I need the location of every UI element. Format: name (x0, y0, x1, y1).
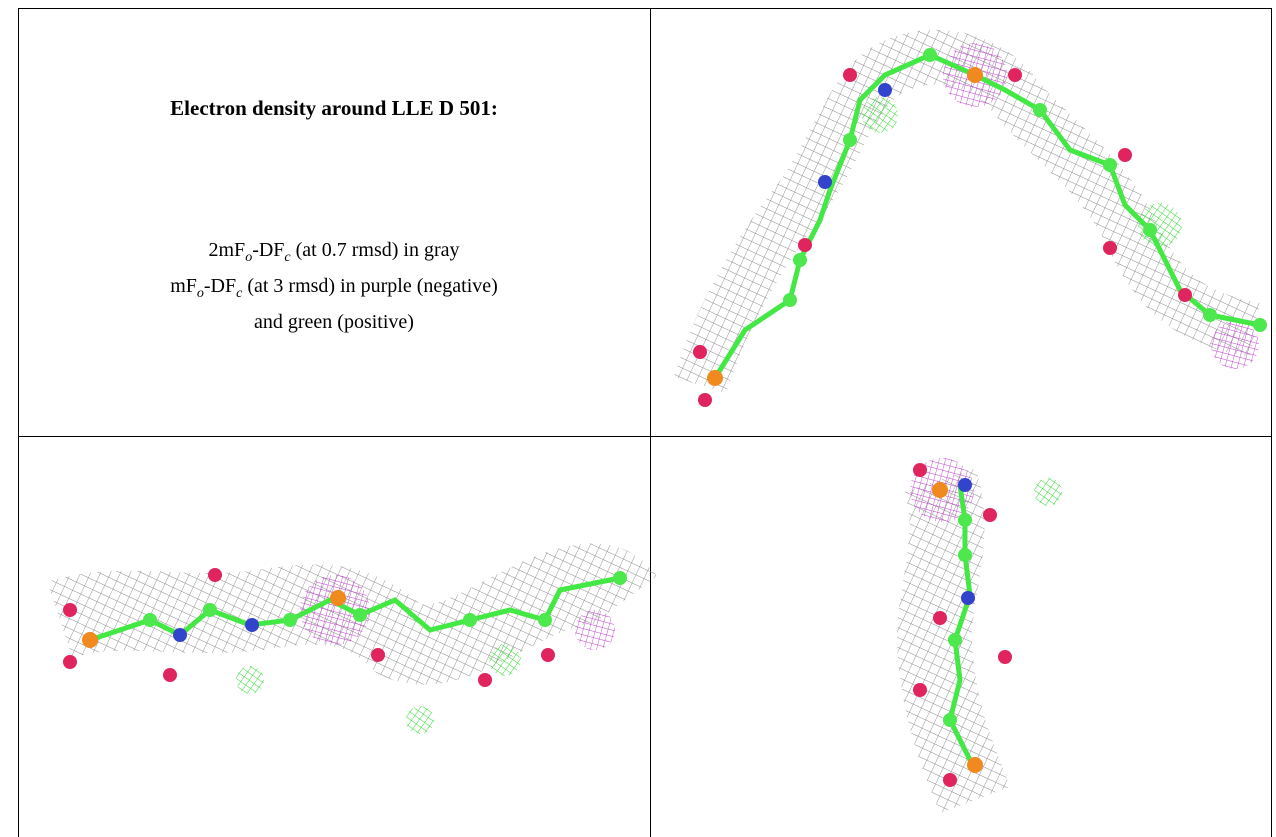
figure-title: Electron density around LLE D 501: (170, 96, 498, 120)
green-mesh (236, 666, 264, 694)
phosphorus-atom (967, 757, 983, 773)
legend-text-part: 2mF (208, 239, 246, 261)
nitrogen-atoms (173, 618, 259, 642)
table-border (18, 8, 1272, 837)
green-mesh (862, 97, 898, 133)
green-mesh (406, 706, 434, 734)
carbon-atoms (143, 571, 627, 627)
legend-text-part: -DF (252, 239, 285, 261)
subscript: c (236, 286, 243, 301)
oxygen-atoms (913, 463, 1012, 787)
carbon-atoms (943, 513, 972, 727)
nitrogen-atoms (958, 478, 975, 605)
legend-line: and green (positive) (18, 308, 650, 336)
legend-text-part: mF (170, 275, 197, 297)
phosphorus-atom (967, 67, 983, 83)
table-grid (18, 8, 1272, 837)
phosphorus-atom (330, 590, 346, 606)
legend-cell: Electron density around LLE D 501: 2mFo-… (18, 8, 650, 436)
legend-line: mFo-DFc (at 3 rmsd) in purple (negative) (18, 272, 650, 308)
density-view-3 (896, 458, 1062, 814)
subscript: o (245, 250, 253, 265)
purple-mesh (1211, 321, 1259, 369)
phosphorus-atom (707, 370, 723, 386)
green-mesh (489, 644, 521, 676)
legend-text-part: and green (positive) (254, 311, 414, 333)
legend-text-part: -DF (203, 275, 237, 297)
purple-mesh (575, 610, 615, 650)
legend-text-part: (at 0.7 rmsd) in gray (290, 239, 460, 261)
legend-line: 2mFo-DFc (at 0.7 rmsd) in gray (18, 236, 650, 272)
density-view-1 (673, 29, 1267, 407)
bond-chain (89, 575, 621, 643)
legend-text-part: (at 3 rmsd) in purple (negative) (242, 275, 498, 297)
carbon-atoms (783, 48, 1267, 332)
oxygen-atoms (693, 68, 1192, 407)
oxygen-atoms (63, 568, 555, 687)
green-mesh (1034, 478, 1062, 506)
gray-mesh (896, 468, 1011, 814)
phosphorus-atom (82, 632, 98, 648)
phosphorus-atom (932, 482, 948, 498)
subscript: o (196, 286, 204, 301)
density-view-2 (47, 543, 657, 734)
subscript: c (284, 250, 291, 265)
purple-mesh (300, 575, 370, 645)
legend-text: 2mFo-DFc (at 0.7 rmsd) in gray mFo-DFc (a… (18, 236, 650, 336)
nitrogen-atoms (818, 83, 892, 189)
